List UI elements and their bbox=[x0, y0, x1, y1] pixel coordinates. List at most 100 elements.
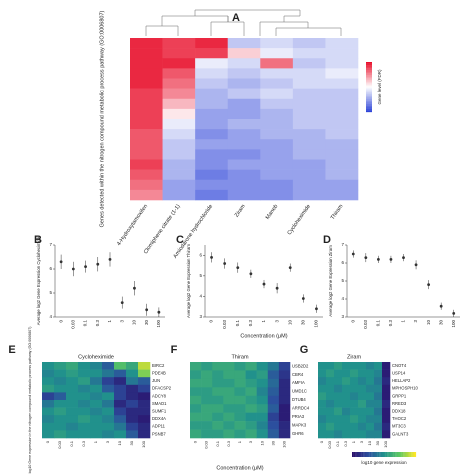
row-label: MAPK3 bbox=[292, 422, 307, 427]
colorbar-step bbox=[355, 452, 357, 457]
heatmap-cell bbox=[342, 377, 351, 386]
point bbox=[389, 258, 393, 261]
row-label: AMFIA bbox=[292, 380, 305, 385]
heatmap-cell bbox=[382, 392, 391, 401]
heatmap-cell bbox=[227, 48, 261, 59]
panel-letter: G bbox=[300, 344, 309, 356]
heatmap-cell bbox=[130, 68, 163, 79]
heatmap-cell bbox=[90, 377, 103, 386]
heatmap-cell bbox=[42, 377, 55, 386]
heatmap-cell bbox=[318, 415, 327, 424]
heatmap-cell bbox=[382, 384, 391, 393]
colorbar-step bbox=[401, 452, 404, 457]
column-label: 10 bbox=[259, 440, 264, 445]
colorbar-step bbox=[366, 105, 372, 108]
heatmap-cell bbox=[42, 400, 55, 408]
heatmap-cell bbox=[318, 400, 327, 408]
heatmap-cell bbox=[267, 421, 280, 430]
heatmap-cell bbox=[325, 119, 359, 130]
heatmap-cell bbox=[54, 430, 67, 439]
heatmap-cell bbox=[162, 38, 196, 49]
colorbar-step bbox=[360, 452, 362, 457]
heatmap-cell bbox=[234, 370, 246, 380]
heatmap-cell bbox=[358, 362, 367, 370]
heatmap-cell bbox=[358, 422, 367, 431]
x-tick-label: 0.3 bbox=[248, 320, 253, 327]
x-axis-label: Concentration (μM) bbox=[216, 465, 263, 471]
heatmap-cell bbox=[326, 377, 335, 386]
heatmap-cell bbox=[342, 407, 351, 416]
colorbar-step bbox=[372, 452, 375, 457]
point bbox=[262, 282, 266, 286]
colorbar-step bbox=[409, 452, 412, 457]
column-label: 10 bbox=[117, 440, 122, 445]
heatmap-cell bbox=[78, 384, 91, 393]
heatmap-cell bbox=[114, 392, 127, 401]
heatmap-cell bbox=[366, 430, 375, 439]
heatmap-cell bbox=[326, 430, 335, 439]
colorbar-step bbox=[366, 70, 372, 73]
point bbox=[351, 252, 355, 256]
row-label: USP14 bbox=[392, 371, 406, 376]
colorbar-step bbox=[366, 63, 372, 65]
heatmap-cell bbox=[234, 378, 246, 388]
heatmap-cell bbox=[223, 404, 235, 413]
colorbar-step bbox=[366, 103, 372, 105]
heatmap-cell bbox=[201, 412, 213, 422]
heatmap-cell bbox=[366, 392, 375, 401]
heatmap-cell bbox=[201, 421, 213, 430]
heatmap-cell bbox=[325, 179, 359, 191]
row-label: PRIA3 bbox=[292, 414, 305, 419]
heatmap-cell bbox=[292, 68, 326, 79]
column-label: 0 bbox=[319, 440, 324, 443]
heatmap-cell bbox=[201, 387, 213, 397]
heatmap-cell bbox=[162, 78, 196, 89]
heatmap-cell bbox=[292, 169, 326, 181]
heatmap-cell bbox=[326, 384, 335, 393]
heatmap-cell bbox=[234, 387, 246, 397]
heatmap-cell bbox=[190, 370, 202, 380]
heatmap-cell bbox=[292, 98, 326, 110]
heatmap-cell bbox=[190, 395, 202, 405]
heatmap-cell bbox=[90, 422, 103, 431]
y-tick-label: 5 bbox=[341, 278, 344, 283]
heatmap-cell bbox=[195, 159, 229, 170]
row-label: DFACSP2 bbox=[152, 386, 172, 391]
heatmap-cell bbox=[358, 400, 367, 408]
colorbar-step bbox=[366, 67, 372, 69]
colorbar-step bbox=[366, 90, 372, 93]
heatmap-cell bbox=[78, 430, 91, 439]
colorbar-step bbox=[406, 452, 409, 457]
column-label: Amiodarone hydrochloride bbox=[173, 204, 215, 260]
heatmap-cell bbox=[195, 129, 229, 140]
panel-letter: B bbox=[34, 234, 42, 246]
colorbar-label: log10 gene expression bbox=[361, 460, 407, 465]
y-tick-label: 4 bbox=[49, 314, 52, 319]
y-tick-label: 7 bbox=[49, 242, 52, 247]
heatmap-cell bbox=[54, 407, 67, 416]
colorbar-step bbox=[366, 62, 372, 64]
heatmap-cell bbox=[260, 78, 294, 89]
colorbar-step bbox=[411, 452, 413, 457]
heatmap-cell bbox=[130, 119, 163, 130]
column-label: 100 bbox=[282, 440, 287, 447]
heatmap-cell bbox=[138, 430, 151, 439]
colorbar-step bbox=[366, 72, 372, 74]
x-axis-label: Concentration (μM) bbox=[240, 333, 287, 339]
heatmap-cell bbox=[138, 415, 151, 424]
y-axis-label: Genes detected within the nitrogen compo… bbox=[99, 10, 105, 227]
heatmap-cell bbox=[102, 415, 115, 424]
heatmap-cell bbox=[66, 392, 79, 401]
heatmap-cell bbox=[245, 421, 257, 430]
heatmap-cell bbox=[350, 430, 359, 439]
heatmap-cell bbox=[195, 48, 229, 59]
heatmap-cell bbox=[260, 129, 294, 140]
heatmap-cell bbox=[325, 189, 359, 201]
row-label: PSNB7 bbox=[152, 431, 166, 436]
x-tick-label: 100 bbox=[156, 320, 161, 328]
colorbar-step bbox=[366, 74, 372, 76]
colorbar-step bbox=[366, 108, 372, 110]
x-tick-label: 0.1 bbox=[235, 320, 240, 327]
row-label: SUMF1 bbox=[152, 409, 167, 414]
heatmap-cell bbox=[42, 369, 55, 378]
